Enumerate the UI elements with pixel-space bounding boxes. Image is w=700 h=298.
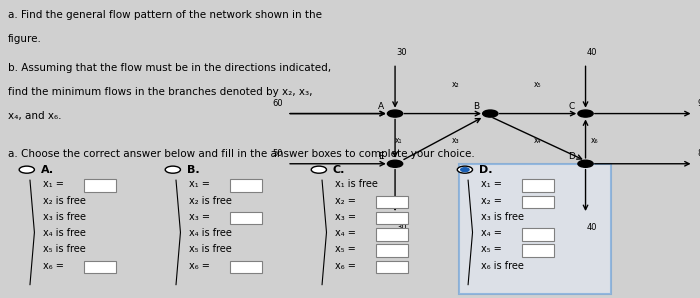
Text: x₁ is free: x₁ is free — [335, 179, 377, 190]
Circle shape — [387, 110, 402, 117]
Text: x₃: x₃ — [452, 136, 459, 145]
Text: 40: 40 — [587, 49, 597, 58]
Bar — [376, 212, 408, 224]
Text: 90: 90 — [698, 99, 700, 108]
Text: x₆ =: x₆ = — [335, 261, 356, 271]
Circle shape — [578, 110, 593, 117]
Bar — [84, 260, 116, 273]
Bar — [522, 196, 554, 208]
Text: a. Find the general flow pattern of the network shown in the: a. Find the general flow pattern of the … — [8, 10, 322, 20]
Text: x₁ =: x₁ = — [189, 179, 209, 190]
Text: find the minimum flows in the branches denoted by x₂, x₃,: find the minimum flows in the branches d… — [8, 87, 312, 97]
Text: A.: A. — [41, 165, 54, 175]
Bar — [522, 244, 554, 257]
Text: x₃ =: x₃ = — [189, 212, 210, 222]
Text: A: A — [378, 102, 384, 111]
Text: E: E — [378, 152, 384, 161]
Text: D: D — [568, 152, 575, 161]
Circle shape — [312, 166, 326, 173]
Bar — [522, 179, 554, 192]
Bar — [84, 179, 116, 192]
Circle shape — [483, 110, 498, 117]
Text: x₄ is free: x₄ is free — [43, 228, 85, 238]
Circle shape — [461, 168, 469, 172]
Bar — [458, 164, 611, 294]
Text: C: C — [568, 102, 575, 111]
Text: x₂ =: x₂ = — [335, 196, 356, 206]
Text: x₃ =: x₃ = — [335, 212, 356, 222]
Text: x₂ is free: x₂ is free — [43, 196, 85, 206]
Bar — [522, 228, 554, 240]
Text: x₃ is free: x₃ is free — [43, 212, 85, 222]
Circle shape — [457, 166, 473, 173]
Bar — [376, 228, 408, 240]
Text: x₁ =: x₁ = — [481, 179, 502, 190]
Text: figure.: figure. — [8, 34, 41, 44]
Text: 40: 40 — [587, 223, 597, 232]
Text: x₅ =: x₅ = — [335, 244, 356, 254]
Text: a. Choose the correct answer below and fill in the answer boxes to complete your: a. Choose the correct answer below and f… — [8, 149, 475, 159]
Text: x₆ is free: x₆ is free — [481, 261, 524, 271]
Text: x₆: x₆ — [592, 136, 599, 145]
Circle shape — [578, 160, 593, 167]
Text: x₅ =: x₅ = — [481, 244, 501, 254]
Text: 80: 80 — [698, 149, 700, 158]
Bar — [230, 179, 262, 192]
Text: x₁ =: x₁ = — [43, 179, 64, 190]
Text: x₄: x₄ — [534, 136, 542, 145]
Text: x₄ =: x₄ = — [481, 228, 502, 238]
Circle shape — [387, 160, 402, 167]
Text: x₄ =: x₄ = — [335, 228, 356, 238]
Circle shape — [165, 166, 181, 173]
Text: x₆ =: x₆ = — [43, 261, 64, 271]
Text: 60: 60 — [272, 99, 283, 108]
Text: D.: D. — [479, 165, 492, 175]
Text: x₄, and x₆.: x₄, and x₆. — [8, 111, 61, 121]
Text: x₂ is free: x₂ is free — [189, 196, 232, 206]
Text: x₂ =: x₂ = — [481, 196, 502, 206]
Text: x₆ =: x₆ = — [189, 261, 209, 271]
Bar — [376, 244, 408, 257]
Bar — [230, 212, 262, 224]
Text: 50: 50 — [272, 149, 283, 158]
Bar — [230, 260, 262, 273]
Text: 30: 30 — [396, 49, 407, 58]
Bar — [376, 196, 408, 208]
Text: B.: B. — [187, 165, 199, 175]
Text: x₅: x₅ — [534, 80, 542, 89]
Text: B: B — [473, 102, 480, 111]
Text: x₁: x₁ — [395, 136, 402, 145]
Text: C.: C. — [332, 165, 345, 175]
Text: x₄ is free: x₄ is free — [189, 228, 232, 238]
Text: x₅ is free: x₅ is free — [43, 244, 85, 254]
Text: b. Assuming that the flow must be in the directions indicated,: b. Assuming that the flow must be in the… — [8, 63, 331, 73]
Text: x₅ is free: x₅ is free — [189, 244, 232, 254]
Circle shape — [19, 166, 34, 173]
Text: 30: 30 — [396, 223, 407, 232]
Text: x₃ is free: x₃ is free — [481, 212, 524, 222]
Text: x₂: x₂ — [452, 80, 459, 89]
Bar — [376, 260, 408, 273]
